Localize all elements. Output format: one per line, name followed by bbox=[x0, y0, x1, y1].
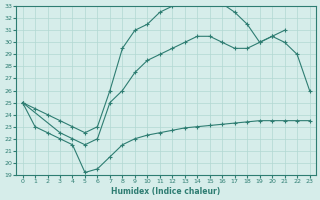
X-axis label: Humidex (Indice chaleur): Humidex (Indice chaleur) bbox=[111, 187, 221, 196]
